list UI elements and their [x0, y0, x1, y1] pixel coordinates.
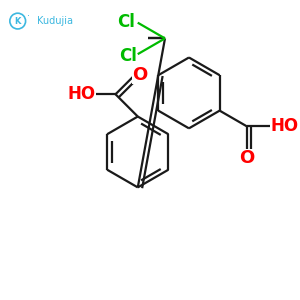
Text: O: O [239, 149, 254, 167]
Text: Kudujia: Kudujia [37, 16, 73, 26]
Text: ·: · [27, 11, 30, 21]
Text: K: K [14, 16, 21, 26]
Text: O: O [132, 66, 147, 84]
Text: Cl: Cl [119, 47, 137, 65]
Text: Cl: Cl [117, 13, 135, 31]
Text: HO: HO [68, 85, 96, 103]
Text: HO: HO [270, 117, 298, 135]
